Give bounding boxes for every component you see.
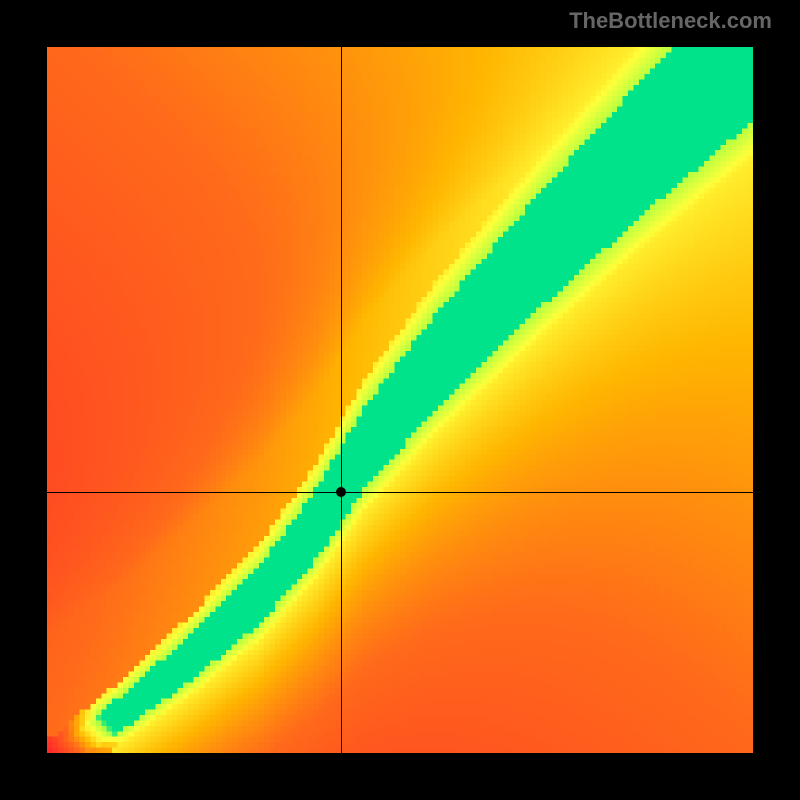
frame-border-left [0, 0, 47, 800]
watermark-text: TheBottleneck.com [569, 8, 772, 34]
frame-border-bottom [0, 753, 800, 800]
frame-border-right [753, 0, 800, 800]
heatmap-canvas [47, 47, 753, 753]
crosshair-vertical [341, 47, 342, 753]
crosshair-marker [336, 487, 346, 497]
crosshair-horizontal [47, 492, 753, 493]
heatmap-plot [47, 47, 753, 753]
